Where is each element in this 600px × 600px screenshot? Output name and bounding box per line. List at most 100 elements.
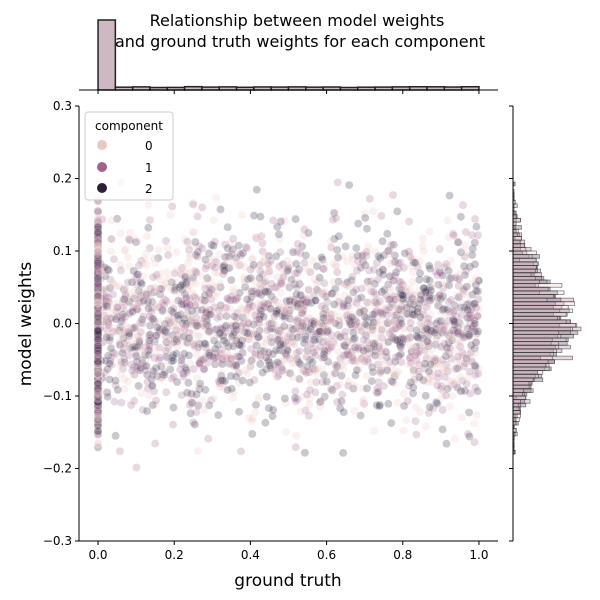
data-point <box>456 212 466 221</box>
data-point <box>287 359 297 368</box>
marginal-y-bar-0 <box>512 370 544 375</box>
marginal-y-bar-0 <box>512 326 573 332</box>
data-point <box>300 448 310 458</box>
data-point <box>393 207 402 216</box>
data-point <box>323 357 333 367</box>
data-point <box>119 301 129 311</box>
data-point <box>307 322 317 331</box>
data-point <box>93 314 103 323</box>
data-point <box>311 296 320 305</box>
data-point <box>142 232 152 241</box>
data-point <box>292 431 301 441</box>
data-point <box>386 259 395 268</box>
data-point <box>116 266 126 275</box>
data-point <box>132 304 142 314</box>
data-point <box>93 333 103 343</box>
data-point <box>470 260 480 269</box>
data-point <box>465 310 474 320</box>
marginal-y-bar-0 <box>512 265 537 270</box>
data-point <box>93 329 103 339</box>
data-point <box>376 308 385 317</box>
data-point <box>462 282 471 291</box>
data-point <box>288 245 298 255</box>
data-point <box>369 292 379 302</box>
data-point <box>234 241 243 250</box>
data-point <box>438 292 448 301</box>
data-point <box>93 326 103 335</box>
data-point <box>281 398 291 408</box>
data-point <box>133 237 143 246</box>
data-point <box>142 406 152 416</box>
data-point <box>443 216 452 226</box>
marginal-y-bar-0 <box>512 384 531 390</box>
marginal-y-bar-0 <box>512 362 547 368</box>
data-point <box>320 278 329 288</box>
data-point <box>350 381 359 390</box>
data-point <box>445 402 454 411</box>
data-point <box>288 372 297 382</box>
marginal-y-bar-0 <box>512 337 567 343</box>
data-point <box>134 381 143 391</box>
marginal-y-bar-0 <box>512 377 534 382</box>
data-point <box>93 330 103 339</box>
data-point <box>93 363 103 373</box>
marginal-y-bar-0 <box>512 319 567 324</box>
data-point <box>396 342 405 352</box>
data-point <box>93 276 103 286</box>
data-point <box>145 336 154 345</box>
data-point <box>427 327 437 336</box>
data-point <box>248 429 257 439</box>
data-point <box>395 305 404 314</box>
marginal-y-bar-0 <box>512 348 557 353</box>
data-point <box>93 251 103 261</box>
data-point <box>197 305 207 315</box>
data-point <box>93 306 103 315</box>
data-point <box>467 279 476 288</box>
data-point <box>93 349 103 359</box>
data-point <box>444 297 453 307</box>
data-point <box>186 318 195 327</box>
data-point <box>359 395 368 404</box>
data-point <box>338 448 348 458</box>
data-point <box>127 337 137 347</box>
marginal-y-bar-0 <box>512 239 521 245</box>
x-tick-label: 0.0 <box>88 548 107 562</box>
data-point <box>106 247 116 256</box>
marginal-y-bar-0 <box>512 399 521 404</box>
data-point <box>93 357 103 367</box>
data-point <box>116 229 125 238</box>
data-point <box>459 362 469 371</box>
data-point <box>151 259 160 268</box>
data-point <box>285 281 294 290</box>
data-point <box>164 335 174 344</box>
data-point <box>203 434 213 444</box>
data-point <box>191 279 201 288</box>
data-point <box>107 234 116 244</box>
data-point <box>198 244 207 253</box>
data-point <box>93 280 103 289</box>
data-point <box>242 295 252 304</box>
data-point <box>469 419 479 428</box>
y-tick-label: −0.3 <box>43 534 72 548</box>
data-point <box>306 339 316 349</box>
data-point <box>117 357 126 367</box>
data-point <box>93 416 103 425</box>
marginal-y-bar-0 <box>512 217 521 223</box>
data-point <box>465 262 475 272</box>
data-point <box>264 269 274 279</box>
data-point <box>348 353 358 363</box>
data-point <box>116 369 126 379</box>
data-point <box>93 332 103 341</box>
data-point <box>192 321 202 330</box>
data-point <box>93 352 103 362</box>
data-point <box>348 272 357 282</box>
data-point <box>274 326 284 336</box>
data-point <box>252 330 262 339</box>
data-point <box>445 191 454 200</box>
data-point <box>319 394 328 403</box>
data-point <box>400 248 410 258</box>
data-point <box>372 299 382 308</box>
data-point <box>169 403 178 412</box>
data-point <box>404 217 414 226</box>
data-point <box>470 214 480 224</box>
